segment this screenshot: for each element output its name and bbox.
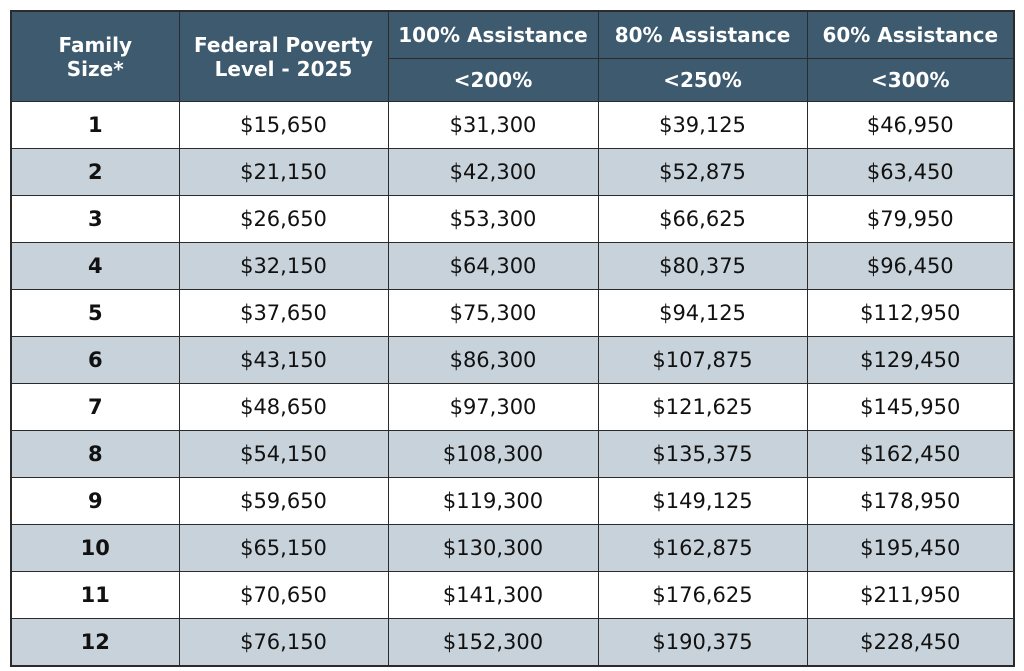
table-cell: $42,300 <box>387 148 599 196</box>
table-cell: $112,950 <box>806 289 1015 337</box>
table-cell: $145,950 <box>806 383 1015 431</box>
table-cell: $97,300 <box>387 383 599 431</box>
table-cell: $26,650 <box>178 195 389 243</box>
table-cell: $70,650 <box>178 571 389 619</box>
header-cell: <300% <box>806 58 1015 102</box>
table-cell: 7 <box>10 383 180 431</box>
table-cell: $48,650 <box>178 383 389 431</box>
header-cell: 60% Assistance <box>806 10 1015 59</box>
table-cell: $54,150 <box>178 430 389 478</box>
table-cell: $21,150 <box>178 148 389 196</box>
header-cell: <200% <box>387 58 599 102</box>
table-cell: $178,950 <box>806 477 1015 525</box>
header-text: Federal Poverty Level - 2025 <box>194 32 373 81</box>
table-cell: $228,450 <box>806 618 1015 667</box>
table-cell: 8 <box>10 430 180 478</box>
table-cell: $80,375 <box>597 242 808 290</box>
table-row: 1 $15,650 $31,300 $39,125 $46,950 <box>10 101 1015 149</box>
header-cell: 80% Assistance <box>597 10 808 59</box>
table-cell: 4 <box>10 242 180 290</box>
table-cell: $76,150 <box>178 618 389 667</box>
table-cell: $64,300 <box>387 242 599 290</box>
table-row: 4 $32,150 $64,300 $80,375 $96,450 <box>10 242 1015 290</box>
table-cell: $152,300 <box>387 618 599 667</box>
header-cell: 100% Assistance <box>387 10 599 59</box>
header-cell: Federal Poverty Level - 2025 <box>178 10 389 102</box>
table-cell: 1 <box>10 101 180 149</box>
table-cell: 3 <box>10 195 180 243</box>
table-cell: $96,450 <box>806 242 1015 290</box>
table-cell: $37,650 <box>178 289 389 337</box>
header-text: Family Size* <box>58 32 133 81</box>
table-cell: $39,125 <box>597 101 808 149</box>
header-cell: Family Size* <box>10 10 180 102</box>
table-cell: $121,625 <box>597 383 808 431</box>
table-cell: $53,300 <box>387 195 599 243</box>
table-row: 6 $43,150 $86,300 $107,875 $129,450 <box>10 336 1015 384</box>
table-cell: $190,375 <box>597 618 808 667</box>
table-cell: $141,300 <box>387 571 599 619</box>
table-cell: 10 <box>10 524 180 572</box>
table-cell: 9 <box>10 477 180 525</box>
table-cell: $75,300 <box>387 289 599 337</box>
table-cell: $129,450 <box>806 336 1015 384</box>
table-row: 10 $65,150 $130,300 $162,875 $195,450 <box>10 524 1015 572</box>
table-cell: $130,300 <box>387 524 599 572</box>
header-row: Family Size* Federal Poverty Level - 202… <box>10 10 1015 102</box>
table-cell: $32,150 <box>178 242 389 290</box>
poverty-table: Family Size* Federal Poverty Level - 202… <box>10 10 1015 667</box>
table-cell: 5 <box>10 289 180 337</box>
table-cell: $195,450 <box>806 524 1015 572</box>
table-cell: $46,950 <box>806 101 1015 149</box>
table-cell: $162,875 <box>597 524 808 572</box>
table-cell: $65,150 <box>178 524 389 572</box>
table-row: 8 $54,150 $108,300 $135,375 $162,450 <box>10 430 1015 478</box>
table-row: 11 $70,650 $141,300 $176,625 $211,950 <box>10 571 1015 619</box>
table-cell: $52,875 <box>597 148 808 196</box>
table-row: 5 $37,650 $75,300 $94,125 $112,950 <box>10 289 1015 337</box>
table-cell: $162,450 <box>806 430 1015 478</box>
table-cell: $94,125 <box>597 289 808 337</box>
table-body: 1 $15,650 $31,300 $39,125 $46,950 2 $21,150 $42… <box>10 101 1015 667</box>
table-cell: 11 <box>10 571 180 619</box>
table-cell: $63,450 <box>806 148 1015 196</box>
table-row: 9 $59,650 $119,300 $149,125 $178,950 <box>10 477 1015 525</box>
table-cell: 2 <box>10 148 180 196</box>
table-row: 7 $48,650 $97,300 $121,625 $145,950 <box>10 383 1015 431</box>
header-row: <200% <250% <300% <box>11 58 1015 102</box>
header-cell: <250% <box>597 58 808 102</box>
table-cell: $15,650 <box>178 101 389 149</box>
table-cell: $211,950 <box>806 571 1015 619</box>
table-cell: $149,125 <box>597 477 808 525</box>
table-cell: $119,300 <box>387 477 599 525</box>
table-row: 2 $21,150 $42,300 $52,875 $63,450 <box>10 148 1015 196</box>
table-row: 3 $26,650 $53,300 $66,625 $79,950 <box>10 195 1015 243</box>
table-cell: $107,875 <box>597 336 808 384</box>
table-cell: $79,950 <box>806 195 1015 243</box>
table-cell: $176,625 <box>597 571 808 619</box>
table-cell: $135,375 <box>597 430 808 478</box>
table-row: 12 $76,150 $152,300 $190,375 $228,450 <box>10 618 1015 667</box>
table-cell: $31,300 <box>387 101 599 149</box>
table-cell: $59,650 <box>178 477 389 525</box>
table-cell: $66,625 <box>597 195 808 243</box>
table-cell: 6 <box>10 336 180 384</box>
table-cell: $108,300 <box>387 430 599 478</box>
table-cell: 12 <box>10 618 180 667</box>
table-cell: $86,300 <box>387 336 599 384</box>
table-cell: $43,150 <box>178 336 389 384</box>
table-header: Family Size* Federal Poverty Level - 202… <box>10 10 1015 102</box>
